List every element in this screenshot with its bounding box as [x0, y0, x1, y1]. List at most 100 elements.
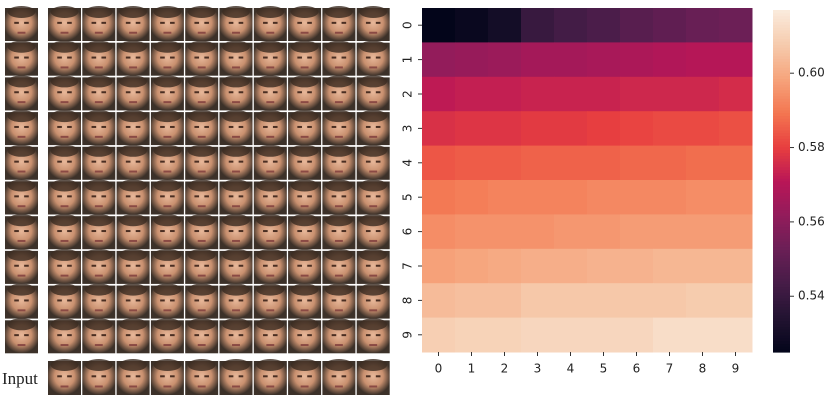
face-hair	[187, 318, 216, 331]
y-tick-label: 5	[401, 193, 415, 201]
face-hair	[290, 283, 319, 296]
colorbar-segment	[773, 98, 790, 102]
face-hair	[84, 110, 113, 123]
heatmap-cell	[554, 42, 588, 78]
face-hair	[290, 40, 319, 53]
face-hair	[325, 110, 353, 123]
heatmap-cell	[686, 283, 720, 319]
colorbar-segment	[773, 212, 790, 216]
heatmap-cell	[422, 180, 456, 215]
colorbar-segment	[773, 323, 790, 327]
face-hair	[119, 144, 147, 157]
heatmap-cell	[521, 214, 555, 250]
colorbar-segment	[773, 183, 790, 188]
colorbar-segment	[773, 106, 790, 111]
colorbar-segment	[773, 141, 790, 145]
colorbar-segment	[773, 306, 790, 310]
heatmap-cell	[620, 76, 654, 112]
colorbar-segment	[773, 12, 790, 17]
face-hair	[256, 179, 285, 192]
heatmap-cell	[455, 42, 489, 78]
colorbar-segment	[773, 75, 790, 79]
face-hair	[359, 359, 388, 371]
face-hair	[84, 214, 113, 227]
colorbar-segment	[773, 18, 790, 22]
colorbar-segment	[773, 260, 790, 265]
x-tick-label: 9	[732, 362, 740, 376]
face-hair	[7, 110, 36, 123]
colorbar-segment	[773, 104, 790, 108]
colorbar-segment	[773, 163, 790, 168]
face-hair	[187, 40, 216, 53]
heatmap-cell	[488, 317, 522, 353]
face-hair	[222, 144, 250, 157]
colorbar-segment	[773, 275, 790, 279]
face-hair	[290, 6, 319, 18]
face-hair	[50, 75, 79, 88]
colorbar-segment	[773, 292, 790, 296]
face-hair	[256, 248, 285, 261]
colorbar-segment	[773, 27, 790, 31]
y-tick-label: 3	[401, 125, 415, 133]
colorbar-segment	[773, 240, 790, 245]
colorbar-segment	[773, 126, 790, 131]
colorbar-segment	[773, 263, 790, 268]
y-tick-label: 9	[401, 331, 415, 339]
colorbar-segment	[773, 143, 790, 148]
heatmap-cell	[653, 42, 687, 78]
colorbar-segment	[773, 295, 790, 299]
heatmap-cell	[521, 8, 555, 43]
colorbar-segment	[773, 189, 790, 193]
colorbar-segment	[773, 249, 790, 253]
face-hair	[290, 318, 319, 331]
colorbar-segment	[773, 95, 790, 99]
face-hair	[256, 144, 285, 157]
heatmap-cell	[719, 214, 753, 250]
face-hair	[50, 359, 79, 371]
face-hair	[222, 359, 250, 371]
heatmap-cell	[488, 248, 522, 284]
colorbar-segment	[773, 35, 790, 40]
face-hair	[153, 110, 182, 123]
heatmap-cell	[653, 111, 687, 147]
heatmap-cell	[488, 214, 522, 250]
colorbar-segment	[773, 297, 790, 302]
heatmap-cell	[422, 248, 456, 284]
face-hair	[50, 283, 79, 296]
colorbar-segment	[773, 277, 790, 282]
x-tick-label: 0	[435, 362, 443, 376]
colorbar-segment	[773, 158, 790, 162]
colorbar-tick-label: 0.54	[798, 289, 825, 303]
colorbar-segment	[773, 149, 790, 154]
colorbar-segment	[773, 349, 790, 353]
colorbar-segment	[773, 55, 790, 60]
heatmap-cell	[686, 111, 720, 147]
heatmap-cell	[554, 317, 588, 353]
colorbar-segment	[773, 78, 790, 82]
face-hair	[359, 75, 388, 88]
face-hair	[153, 144, 182, 157]
colorbar-segment	[773, 44, 790, 48]
face-hair	[84, 318, 113, 331]
face-hair	[119, 248, 147, 261]
heatmap-cell	[521, 248, 555, 284]
face-hair	[256, 318, 285, 331]
colorbar-segment	[773, 166, 790, 171]
heatmap-cell	[587, 283, 621, 319]
colorbar-tick-label: 0.60	[798, 66, 825, 80]
heatmap-cell	[587, 317, 621, 353]
heatmap-cell	[719, 180, 753, 215]
colorbar-segment	[773, 334, 790, 339]
colorbar-segment	[773, 67, 790, 71]
heatmap-cell	[620, 145, 654, 181]
colorbar-segment	[773, 61, 790, 65]
colorbar-segment	[773, 283, 790, 288]
colorbar-segment	[773, 317, 790, 322]
colorbar-segment	[773, 121, 790, 125]
face-hair	[7, 179, 36, 192]
colorbar-segment	[773, 243, 790, 248]
face-hair	[359, 40, 388, 53]
y-tick-label: 4	[401, 159, 415, 167]
colorbar-segment	[773, 47, 790, 51]
heatmap-cell	[488, 111, 522, 147]
